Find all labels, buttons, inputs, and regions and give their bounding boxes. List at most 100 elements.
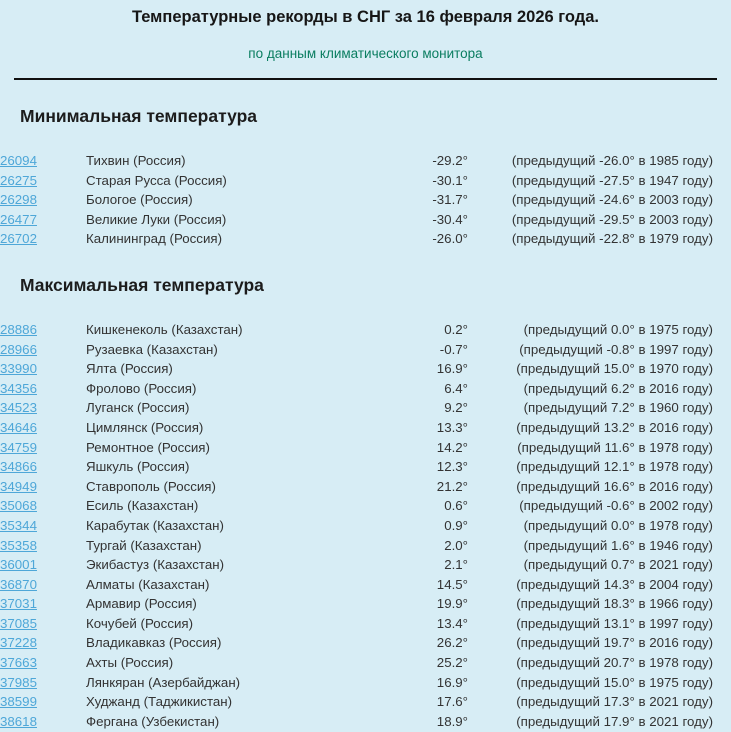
station-id-link[interactable]: 37085 bbox=[0, 615, 37, 631]
station-id-link[interactable]: 35068 bbox=[0, 498, 37, 514]
station-id-link[interactable]: 37228 bbox=[0, 635, 37, 651]
previous-record: (предыдущий 20.7° в 1978 году) bbox=[516, 655, 713, 671]
station-id-link[interactable]: 33990 bbox=[0, 361, 37, 377]
table-row: 28886 Кишкенеколь (Казахстан) 0.2° (пред… bbox=[0, 320, 713, 340]
table-row: 26094 Тихвин (Россия) -29.2° (предыдущий… bbox=[0, 151, 713, 171]
previous-record: (предыдущий 16.6° в 2016 году) bbox=[516, 478, 713, 494]
station-name: Рузаевка (Казахстан) bbox=[86, 341, 218, 357]
record-temperature: 2.1° bbox=[444, 557, 468, 573]
station-id-link[interactable]: 38599 bbox=[0, 694, 37, 710]
min-temperature-table: 26094 Тихвин (Россия) -29.2° (предыдущий… bbox=[0, 151, 713, 249]
station-name: Армавир (Россия) bbox=[86, 596, 197, 612]
previous-record: (предыдущий 7.2° в 1960 году) bbox=[523, 400, 713, 416]
previous-record: (предыдущий -22.8° в 1979 году) bbox=[511, 231, 713, 247]
previous-record: (предыдущий -29.5° в 2003 году) bbox=[511, 211, 713, 227]
table-row: 26702 Калининград (Россия) -26.0° (преды… bbox=[0, 229, 713, 249]
record-temperature: -29.2° bbox=[432, 153, 468, 168]
station-id-cell: 34356 bbox=[0, 379, 86, 399]
station-id-link[interactable]: 37031 bbox=[0, 596, 37, 612]
station-id-link[interactable]: 34949 bbox=[0, 478, 37, 494]
station-id-cell: 34523 bbox=[0, 398, 86, 418]
station-id-cell: 37663 bbox=[0, 653, 86, 673]
station-name: Тихвин (Россия) bbox=[86, 153, 186, 168]
table-row: 35068 Есиль (Казахстан) 0.6° (предыдущий… bbox=[0, 496, 713, 516]
station-id-link[interactable]: 34866 bbox=[0, 459, 37, 475]
table-row: 26275 Старая Русса (Россия) -30.1° (пред… bbox=[0, 171, 713, 191]
station-id-link[interactable]: 26275 bbox=[0, 172, 37, 188]
record-temperature: 16.9° bbox=[436, 674, 468, 690]
table-row: 36870 Алматы (Казахстан) 14.5° (предыдущ… bbox=[0, 575, 713, 595]
station-id-link[interactable]: 26477 bbox=[0, 211, 37, 227]
previous-record: (предыдущий -24.6° в 2003 году) bbox=[511, 192, 713, 208]
station-id-cell: 26702 bbox=[0, 229, 86, 249]
previous-record: (предыдущий -0.6° в 2002 году) bbox=[519, 498, 713, 514]
record-temperature: 0.9° bbox=[444, 517, 468, 533]
station-name: Яшкуль (Россия) bbox=[86, 459, 190, 475]
record-temperature: -31.7° bbox=[432, 192, 468, 208]
station-id-cell: 37031 bbox=[0, 594, 86, 614]
station-id-link[interactable]: 26094 bbox=[0, 153, 37, 168]
station-id-cell: 28886 bbox=[0, 320, 86, 340]
section-heading-max-temperature: Максимальная температура bbox=[20, 274, 264, 295]
station-id-link[interactable]: 28966 bbox=[0, 341, 37, 357]
station-id-cell: 26094 bbox=[0, 151, 86, 171]
max-temperature-table: 28886 Кишкенеколь (Казахстан) 0.2° (пред… bbox=[0, 320, 713, 731]
station-id-cell: 26275 bbox=[0, 171, 86, 191]
station-name: Ахты (Россия) bbox=[86, 655, 174, 671]
station-id-link[interactable]: 34646 bbox=[0, 419, 37, 435]
previous-record: (предыдущий 19.7° в 2016 году) bbox=[516, 635, 713, 651]
station-id-link[interactable]: 34523 bbox=[0, 400, 37, 416]
record-temperature: 18.9° bbox=[436, 713, 468, 729]
table-row: 26477 Великие Луки (Россия) -30.4° (пред… bbox=[0, 210, 713, 230]
station-name: Калининград (Россия) bbox=[86, 231, 222, 247]
station-id-cell: 34646 bbox=[0, 418, 86, 438]
table-row: 33990 Ялта (Россия) 16.9° (предыдущий 15… bbox=[0, 359, 713, 379]
previous-record: (предыдущий 13.2° в 2016 году) bbox=[516, 419, 713, 435]
section-min-temperature: Минимальная температура 26094 Тихвин (Ро… bbox=[0, 106, 731, 249]
station-name: Ремонтное (Россия) bbox=[86, 439, 210, 455]
station-id-link[interactable]: 37985 bbox=[0, 674, 37, 690]
previous-record: (предыдущий 13.1° в 1997 году) bbox=[516, 615, 713, 631]
station-id-cell: 33990 bbox=[0, 359, 86, 379]
max-temperature-table-body: 28886 Кишкенеколь (Казахстан) 0.2° (пред… bbox=[0, 320, 713, 731]
station-id-link[interactable]: 34759 bbox=[0, 439, 37, 455]
page-title: Температурные рекорды в СНГ за 16 феврал… bbox=[131, 8, 600, 26]
station-id-link[interactable]: 38618 bbox=[0, 713, 37, 729]
station-id-cell: 38599 bbox=[0, 692, 86, 712]
station-name: Тургай (Казахстан) bbox=[86, 537, 202, 553]
station-id-link[interactable]: 37663 bbox=[0, 655, 37, 671]
record-temperature: 25.2° bbox=[436, 655, 468, 671]
station-id-link[interactable]: 28886 bbox=[0, 321, 37, 337]
min-temperature-table-body: 26094 Тихвин (Россия) -29.2° (предыдущий… bbox=[0, 151, 713, 249]
station-id-cell: 26298 bbox=[0, 190, 86, 210]
table-row: 34356 Фролово (Россия) 6.4° (предыдущий … bbox=[0, 379, 713, 399]
station-id-link[interactable]: 35358 bbox=[0, 537, 37, 553]
table-row: 37031 Армавир (Россия) 19.9° (предыдущий… bbox=[0, 594, 713, 614]
station-id-link[interactable]: 26702 bbox=[0, 231, 37, 247]
record-temperature: -0.7° bbox=[439, 341, 468, 357]
record-temperature: 16.9° bbox=[436, 361, 468, 377]
station-name: Фролово (Россия) bbox=[86, 380, 197, 396]
table-row: 34646 Цимлянск (Россия) 13.3° (предыдущи… bbox=[0, 418, 713, 438]
table-row: 35344 Карабутак (Казахстан) 0.9° (предыд… bbox=[0, 516, 713, 536]
station-id-link[interactable]: 36001 bbox=[0, 557, 37, 573]
station-name: Лянкяран (Азербайджан) bbox=[86, 674, 241, 690]
previous-record: (предыдущий 14.3° в 2004 году) bbox=[516, 576, 713, 592]
station-id-cell: 36870 bbox=[0, 575, 86, 595]
station-id-link[interactable]: 36870 bbox=[0, 576, 37, 592]
station-name: Фергана (Узбекистан) bbox=[86, 713, 220, 729]
station-id-link[interactable]: 35344 bbox=[0, 517, 37, 533]
station-name: Старая Русса (Россия) bbox=[86, 172, 227, 188]
record-temperature: 26.2° bbox=[436, 635, 468, 651]
record-temperature: 19.9° bbox=[436, 596, 468, 612]
station-name: Великие Луки (Россия) bbox=[86, 211, 227, 227]
previous-record: (предыдущий 11.6° в 1978 году) bbox=[517, 439, 713, 455]
station-name: Алматы (Казахстан) bbox=[86, 576, 210, 592]
station-id-link[interactable]: 34356 bbox=[0, 380, 37, 396]
record-temperature: 14.5° bbox=[436, 576, 468, 592]
table-row: 35358 Тургай (Казахстан) 2.0° (предыдущи… bbox=[0, 536, 713, 556]
station-id-cell: 35344 bbox=[0, 516, 86, 536]
station-name: Луганск (Россия) bbox=[86, 400, 190, 416]
table-row: 34759 Ремонтное (Россия) 14.2° (предыдущ… bbox=[0, 438, 713, 458]
station-id-link[interactable]: 26298 bbox=[0, 192, 37, 208]
